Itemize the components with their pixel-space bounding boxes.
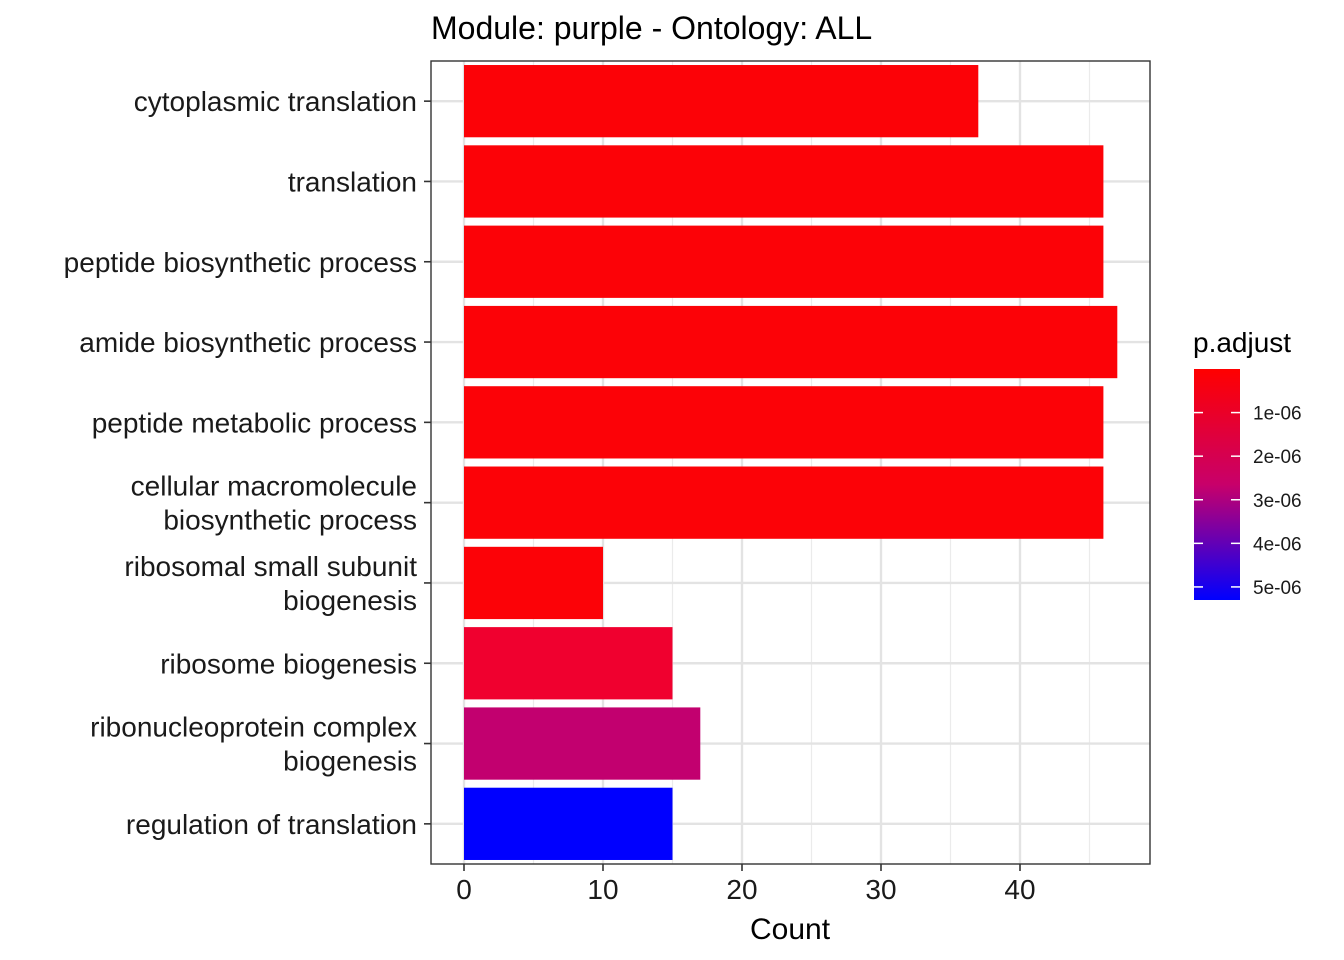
plot-panel-border bbox=[430, 60, 1151, 865]
bar bbox=[464, 546, 603, 620]
x-tick-label: 30 bbox=[865, 874, 896, 905]
category-label: ribosome biogenesis bbox=[160, 648, 417, 679]
legend-ticks: 1e-06 2e-06 3e-06 4e-06 5e-06 bbox=[1194, 404, 1302, 599]
category-label: ribosomal small subunit biogenesis bbox=[124, 551, 417, 616]
x-tick-label: 0 bbox=[456, 874, 472, 905]
bar bbox=[464, 145, 1104, 218]
x-axis-title: Count bbox=[750, 913, 831, 946]
bar bbox=[464, 65, 979, 138]
category-label: regulation of translation bbox=[126, 809, 417, 840]
legend: p.adjust 1e-06 2e-06 3e-06 4e-06 5e-06 bbox=[1193, 327, 1302, 600]
bar bbox=[464, 627, 673, 700]
category-label: amide biosynthetic process bbox=[79, 327, 417, 358]
y-axis: cytoplasmic translation translation peptid… bbox=[64, 86, 431, 840]
category-label: peptide metabolic process bbox=[92, 407, 417, 438]
bar bbox=[464, 305, 1118, 379]
bar bbox=[464, 787, 673, 860]
bars bbox=[464, 65, 1118, 860]
category-label: peptide biosynthetic process bbox=[64, 247, 417, 278]
legend-tick-label: 5e-06 bbox=[1253, 578, 1302, 599]
category-label: ribonucleoprotein complex biogenesis bbox=[90, 712, 417, 777]
category-label: translation bbox=[288, 166, 417, 197]
bar bbox=[464, 386, 1104, 459]
legend-tick-label: 1e-06 bbox=[1253, 404, 1302, 425]
legend-tick-label: 3e-06 bbox=[1253, 491, 1302, 512]
x-tick-label: 40 bbox=[1004, 874, 1035, 905]
x-tick-label: 10 bbox=[587, 874, 618, 905]
category-label: cytoplasmic translation bbox=[134, 86, 417, 117]
bar bbox=[464, 707, 701, 780]
x-tick-label: 20 bbox=[726, 874, 757, 905]
legend-tick-label: 2e-06 bbox=[1253, 447, 1302, 468]
legend-colorbar bbox=[1194, 369, 1240, 600]
bar bbox=[464, 466, 1104, 539]
bar bbox=[464, 225, 1104, 298]
chart-title: Module: purple - Ontology: ALL bbox=[431, 10, 872, 46]
x-axis: 0 10 20 30 40 bbox=[456, 864, 1036, 905]
legend-title: p.adjust bbox=[1193, 327, 1291, 358]
category-label: cellular macromolecule biosynthetic proce… bbox=[131, 471, 417, 536]
legend-tick-label: 4e-06 bbox=[1253, 534, 1302, 555]
